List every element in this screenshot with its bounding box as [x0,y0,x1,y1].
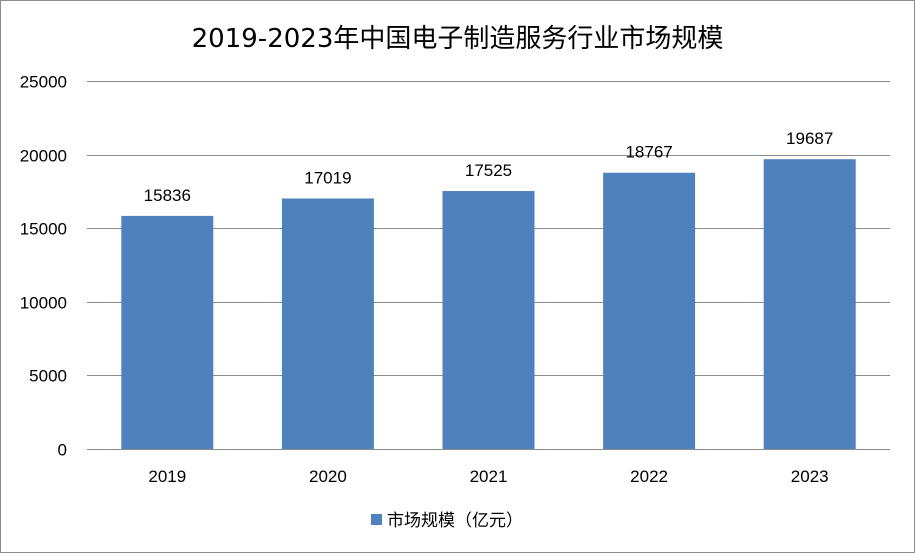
y-tick-label: 15000 [20,220,67,239]
bar-2022 [603,172,696,449]
legend-label: 市场规模（亿元） [387,511,523,531]
legend: 市场规模（亿元） [371,511,523,531]
data-label-2020: 17019 [304,168,351,187]
legend-swatch [371,514,382,525]
data-label-2023: 19687 [786,129,833,148]
x-axis-ticks: 2019 2020 2021 2022 2023 [148,467,828,486]
x-tick-label-2020: 2020 [309,467,347,486]
bar-2023 [763,159,856,449]
chart-title: 2019-2023年中国电子制造服务行业市场规模 [191,24,724,54]
x-tick-label-2019: 2019 [148,467,186,486]
data-label-2022: 18767 [625,143,672,162]
y-tick-label: 20000 [20,147,67,166]
bar-2020 [281,198,374,449]
y-tick-label: 10000 [20,294,67,313]
y-axis-ticks: 0 5000 10000 15000 20000 25000 [20,73,67,460]
data-label-2021: 17525 [465,161,512,180]
data-label-2019: 15836 [144,186,191,205]
x-tick-label-2022: 2022 [630,467,668,486]
bar-2021 [442,191,535,450]
x-tick-label-2023: 2023 [791,467,829,486]
x-tick-label-2021: 2021 [470,467,508,486]
data-labels: 15836 17019 17525 18767 19687 [144,129,834,205]
bar-2019 [121,215,214,449]
y-tick-label: 25000 [20,73,67,92]
y-tick-label: 0 [58,441,67,460]
y-tick-label: 5000 [29,367,67,386]
bars [121,159,856,450]
